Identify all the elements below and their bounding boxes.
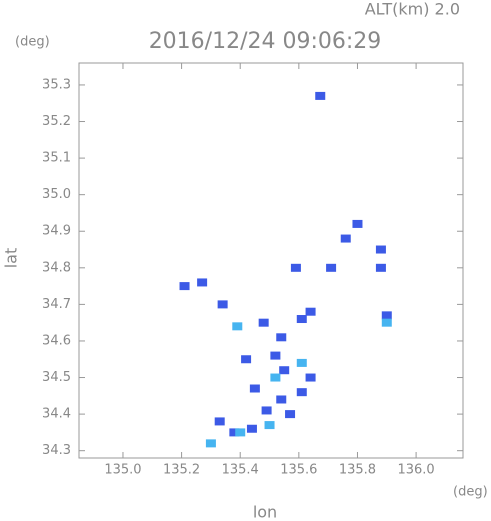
echo: [375, 263, 386, 272]
echo: [205, 439, 216, 448]
y-tick-label: 35.2: [42, 114, 71, 129]
echo: [285, 410, 296, 419]
echo: [258, 318, 269, 327]
y-unit: (deg): [15, 35, 50, 50]
y-tick-label: 35.1: [42, 151, 71, 166]
y-axis-label: lat: [2, 248, 21, 269]
x-tick-label: 135.0: [104, 463, 141, 478]
x-unit: (deg): [453, 485, 488, 500]
y-tick-label: 34.8: [42, 260, 71, 275]
echo: [261, 406, 272, 415]
y-tick-label: 34.9: [42, 224, 71, 239]
echo: [232, 322, 243, 331]
y-tick-label: 34.6: [42, 333, 71, 348]
echo: [241, 355, 252, 364]
echo: [197, 278, 208, 287]
echo: [296, 358, 307, 367]
y-tick-label: 34.4: [42, 407, 71, 422]
echo: [326, 263, 337, 272]
echo: [217, 300, 228, 309]
echo: [381, 311, 392, 320]
x-tick-label: 135.8: [339, 463, 376, 478]
y-tick-label: 35.3: [42, 77, 71, 92]
y-tick-label: 34.5: [42, 370, 71, 385]
chart-subtitle: ALT(km) 2.0: [365, 0, 460, 19]
echo: [290, 263, 301, 272]
y-tick-label: 34.3: [42, 443, 71, 458]
echo: [246, 424, 257, 433]
echo: [235, 428, 246, 437]
x-tick-label: 135.2: [163, 463, 200, 478]
echo: [305, 373, 316, 382]
x-tick-label: 135.6: [280, 463, 317, 478]
echo: [340, 234, 351, 243]
echo: [249, 384, 260, 393]
echo: [352, 219, 363, 228]
echo: [315, 91, 326, 100]
echo: [229, 428, 240, 437]
plot-frame: [78, 62, 464, 459]
echo: [276, 333, 287, 342]
echo: [214, 417, 225, 426]
echo: [270, 373, 281, 382]
echo: [270, 351, 281, 360]
echo: [279, 366, 290, 375]
echo: [264, 421, 275, 430]
x-tick-label: 135.4: [222, 463, 259, 478]
y-tick-label: 35.0: [42, 187, 71, 202]
echo: [296, 388, 307, 397]
x-axis-label: lon: [253, 503, 277, 521]
echo: [375, 245, 386, 254]
y-tick-label: 34.7: [42, 297, 71, 312]
chart-title: 2016/12/24 09:06:29: [149, 29, 382, 54]
echo: [305, 307, 316, 316]
echo: [381, 318, 392, 327]
echo: [179, 282, 190, 291]
echo: [276, 395, 287, 404]
echo: [296, 315, 307, 324]
x-tick-label: 136.0: [397, 463, 434, 478]
